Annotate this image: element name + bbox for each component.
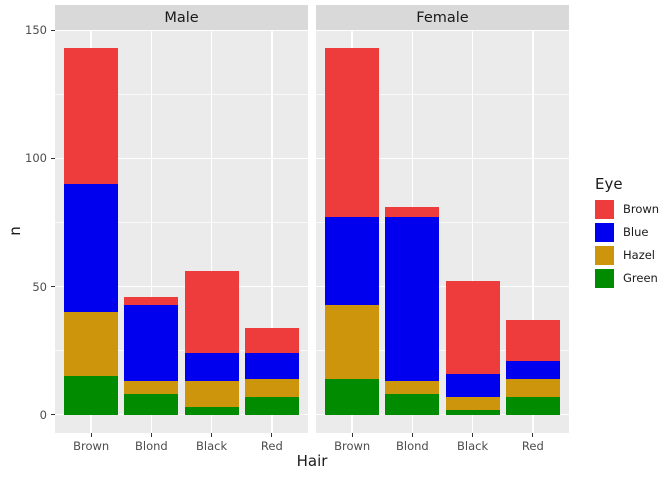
gridline-minor-y [55,350,308,352]
bar-female-red-hair-blue-eye [505,360,560,379]
panel-female [316,30,569,433]
x-tick-label: Brown [73,439,110,453]
gridline-major-x [532,30,534,433]
gridline-major-y [55,285,308,288]
facet-label-female: Female [416,9,469,26]
facet-label-male: Male [164,9,199,26]
y-tick-label: 100 [25,151,47,166]
gridline-major-y [55,30,308,32]
x-tick-label: Blond [396,439,429,453]
x-tick-label: Blond [135,439,168,453]
gridline-minor-y [55,93,308,95]
legend-entry-green: Green [595,269,672,288]
bar-female-brown-hair-hazel-eye [325,304,380,379]
x-axis-title: Hair [296,452,328,470]
bar-male-brown-hair-green-eye [64,376,119,415]
panel-male [55,30,308,433]
bar-female-blond-hair-hazel-eye [385,381,440,395]
bar-male-red-hair-brown-eye [244,327,299,354]
gridline-major-x [210,30,213,433]
bar-female-red-hair-hazel-eye [505,378,560,397]
y-tick [51,29,55,31]
x-tick-label: Red [260,439,283,453]
gridline-minor-y [55,222,308,224]
facet-strip-female: Female [316,5,569,30]
x-tick-label: Black [196,439,228,453]
y-tick [51,157,55,159]
bar-female-brown-hair-brown-eye [325,48,380,218]
gridline-major-y [55,157,308,160]
bar-female-blond-hair-green-eye [385,394,440,415]
bar-male-brown-hair-brown-eye [64,48,119,185]
x-tick [472,433,474,437]
bar-male-blond-hair-brown-eye [124,296,179,305]
y-tick-label: 50 [32,279,47,294]
x-tick [90,433,92,437]
gridline-major-x [150,30,153,433]
bar-male-red-hair-green-eye [244,396,299,415]
bar-male-brown-hair-hazel-eye [64,312,119,377]
bar-male-blond-hair-green-eye [124,394,179,415]
gridline-major-y [55,413,308,416]
bar-female-brown-hair-blue-eye [325,217,380,305]
y-tick [51,414,55,416]
bar-female-black-hair-blue-eye [445,373,500,397]
bar-female-blond-hair-blue-eye [385,217,440,382]
bar-male-red-hair-blue-eye [244,353,299,379]
x-tick-label: Black [457,439,489,453]
y-tick-label: 150 [25,23,47,38]
gridline-major-x [271,30,273,433]
gridline-major-y [316,285,569,288]
bar-male-black-hair-hazel-eye [184,381,239,407]
x-tick-label: Red [521,439,544,453]
legend-label-hazel: Hazel [623,248,656,262]
legend-title: Eye [595,175,623,193]
bar-female-black-hair-green-eye [445,409,500,415]
legend-label-green: Green [623,271,658,285]
y-tick [51,286,55,288]
gridline-minor-y [316,93,569,95]
bar-female-brown-hair-green-eye [325,378,380,415]
gridline-minor-y [316,222,569,224]
y-axis-title: n [6,226,24,236]
facet-strip-male: Male [55,5,308,30]
gridline-minor-y [316,350,569,352]
bar-female-blond-hair-brown-eye [385,207,440,218]
gridline-major-x [471,30,474,433]
gridline-major-y [316,157,569,160]
y-tick-label: 0 [39,407,47,422]
x-tick [150,433,152,437]
x-tick [351,433,353,437]
x-tick [411,433,413,437]
x-tick [271,433,273,437]
legend-entry-hazel: Hazel [595,246,672,265]
x-tick [532,433,534,437]
legend-entry-brown: Brown [595,200,672,219]
gridline-major-y [316,413,569,416]
legend-swatch-hazel [595,246,614,265]
bar-female-black-hair-brown-eye [445,281,500,374]
bar-male-blond-hair-hazel-eye [124,381,179,395]
bar-male-black-hair-blue-eye [184,353,239,382]
bar-female-red-hair-green-eye [505,396,560,415]
bar-male-blond-hair-blue-eye [124,304,179,382]
bar-male-black-hair-green-eye [184,406,239,415]
legend-swatch-blue [595,223,614,242]
legend-swatch-green [595,269,614,288]
bar-male-brown-hair-blue-eye [64,184,119,313]
legend-swatch-brown [595,200,614,219]
gridline-major-y [316,30,569,32]
legend: Eye Brown Blue Hazel Green [595,176,672,296]
bar-male-black-hair-brown-eye [184,271,239,354]
legend-entry-blue: Blue [595,223,672,242]
bar-female-black-hair-hazel-eye [445,396,500,410]
x-tick [211,433,213,437]
x-tick-label: Brown [334,439,371,453]
bar-female-red-hair-brown-eye [505,319,560,361]
legend-label-brown: Brown [623,202,660,216]
legend-label-blue: Blue [623,225,649,239]
bar-male-red-hair-hazel-eye [244,378,299,397]
